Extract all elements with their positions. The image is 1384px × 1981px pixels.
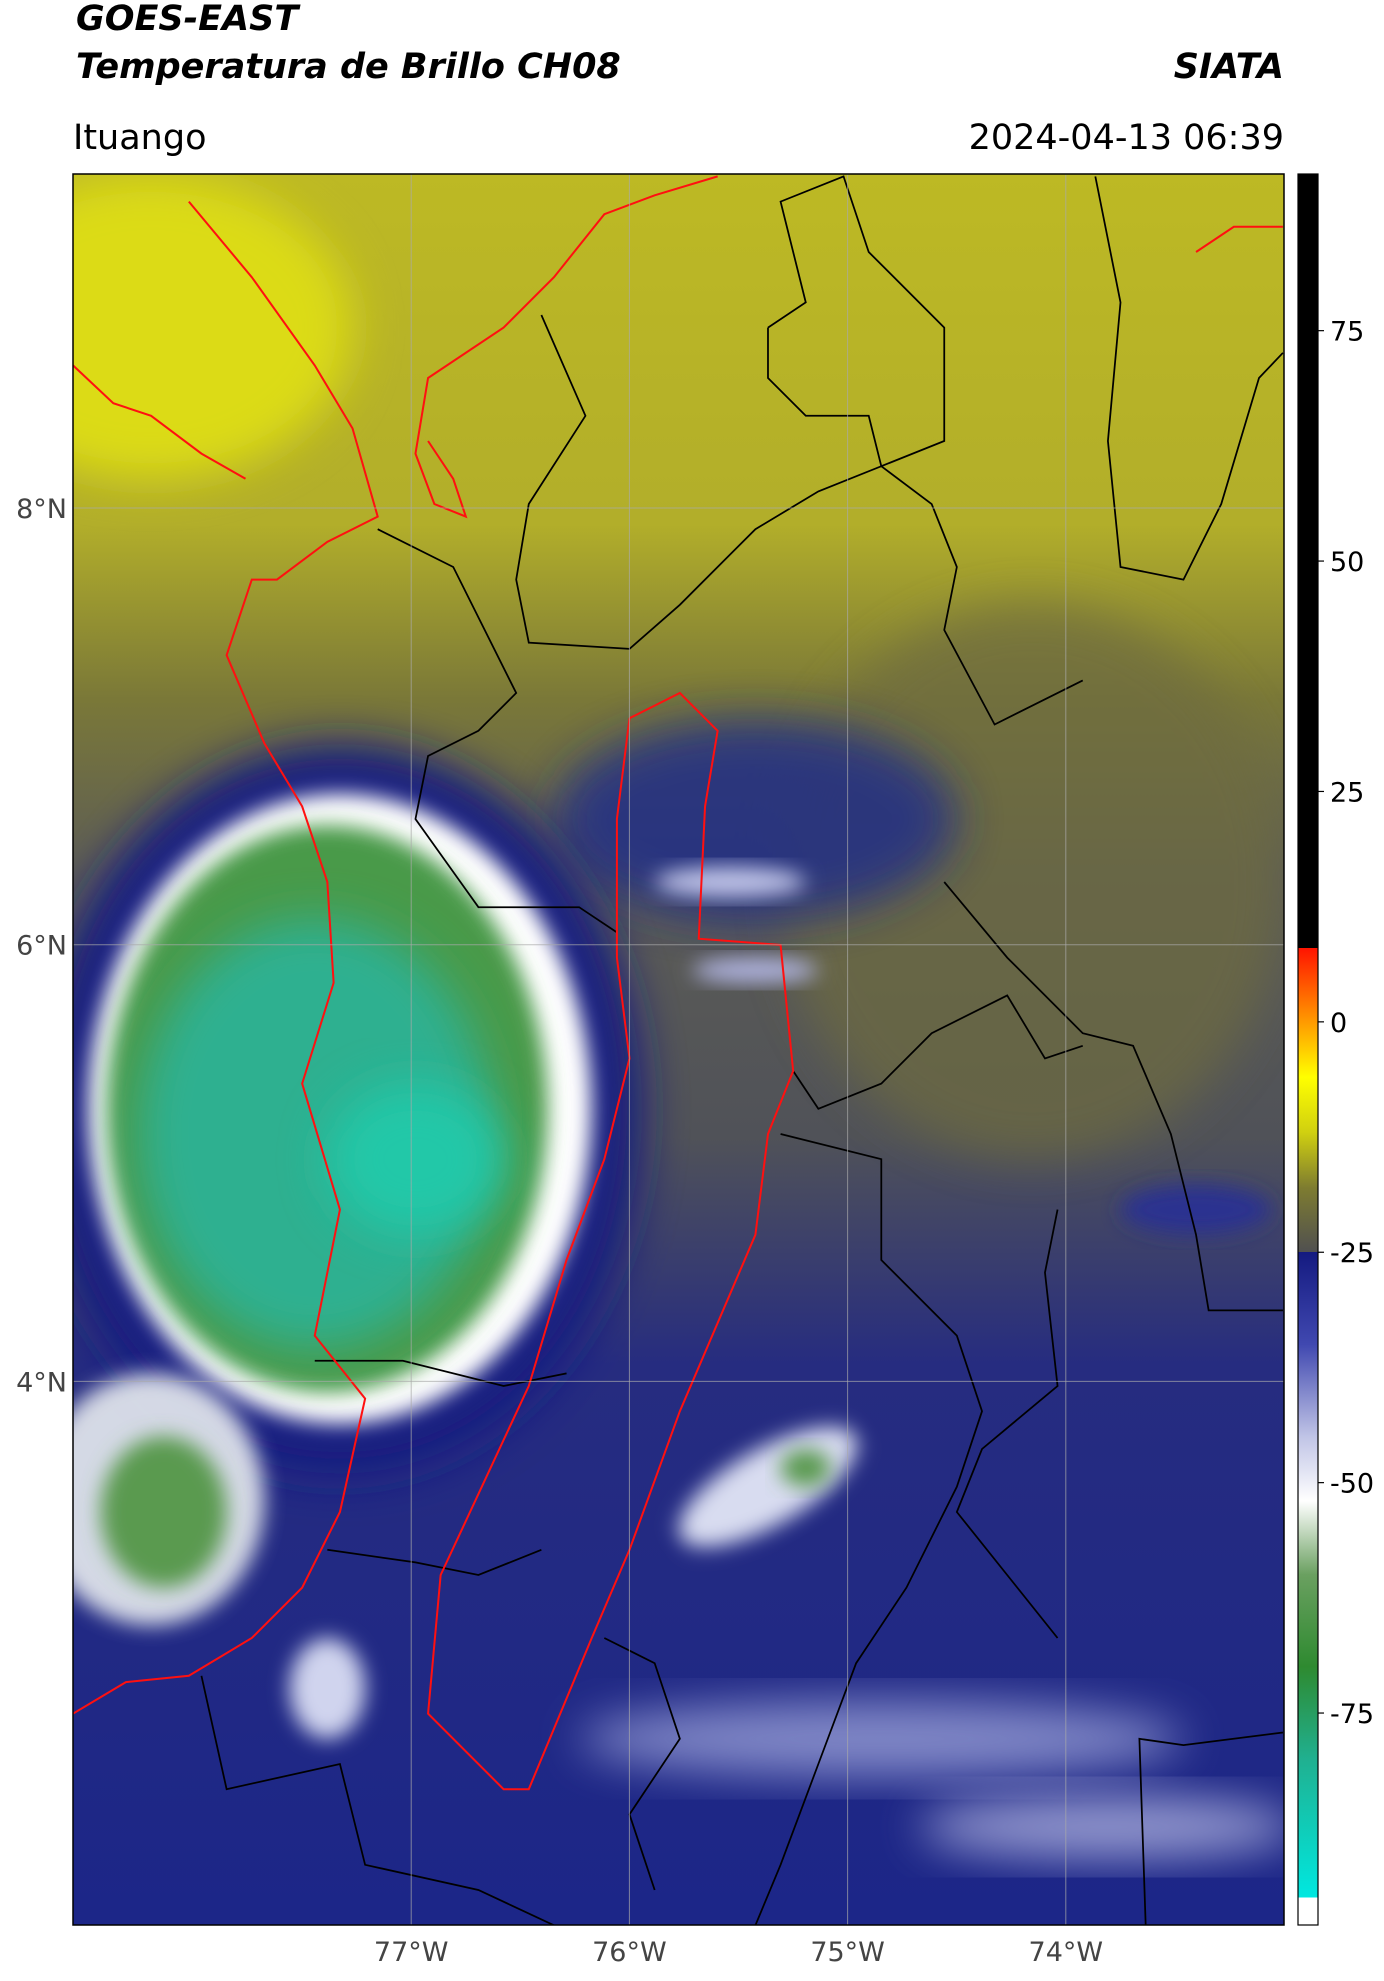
x-tick-label: 75°W bbox=[810, 1937, 885, 1968]
y-tick-label: 6°N bbox=[16, 931, 67, 962]
x-tick-label: 76°W bbox=[592, 1937, 667, 1968]
colorbar-tick-label: 50 bbox=[1330, 547, 1364, 578]
x-tick-label: 74°W bbox=[1029, 1937, 1104, 1968]
source: SIATA bbox=[1174, 47, 1284, 87]
region: Ituango bbox=[73, 118, 207, 158]
colorbar-tick-label: -50 bbox=[1330, 1469, 1374, 1500]
colorbar-tick-label: 0 bbox=[1330, 1008, 1347, 1039]
colorbar-tick-label: 25 bbox=[1330, 777, 1364, 808]
colorbar-tick-label: -75 bbox=[1330, 1699, 1374, 1730]
map-image bbox=[73, 174, 1284, 1925]
colorbar-tick-label: 75 bbox=[1330, 317, 1364, 348]
x-tick-label: 77°W bbox=[374, 1937, 449, 1968]
title: GOES-EAST bbox=[76, 0, 301, 39]
colorbar bbox=[1297, 173, 1319, 1926]
map-frame bbox=[72, 173, 1285, 1926]
colorbar-tick-label: -25 bbox=[1330, 1238, 1374, 1269]
datetime: 2024-04-13 06:39 bbox=[969, 118, 1284, 158]
y-tick-label: 4°N bbox=[16, 1367, 67, 1398]
y-tick-label: 8°N bbox=[16, 494, 67, 525]
subtitle: Temperatura de Brillo CH08 bbox=[76, 47, 621, 87]
